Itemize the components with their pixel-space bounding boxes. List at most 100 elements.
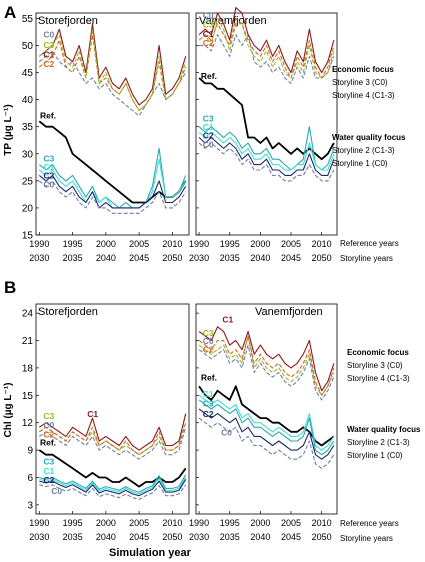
axes-frame: [195, 303, 338, 515]
series-label-c0: C0: [203, 336, 214, 346]
x-tick-label-ref: 2005: [281, 239, 301, 249]
x-tick-label-storyline: 2045: [281, 532, 301, 542]
x-tick-label-storyline: 2045: [129, 253, 149, 263]
series-line-c3: [198, 17, 335, 79]
series-label-ref: Ref.: [40, 438, 56, 448]
series-line-c2b: [39, 479, 187, 497]
x-tick-label-storyline: 2030: [29, 532, 49, 542]
series-label-c3b: C3: [43, 153, 54, 163]
panel-b-economic-item-2: Storyline 4 (C1-3): [347, 374, 410, 383]
series-line-c1: [38, 23, 187, 106]
series-line-ref: [198, 385, 335, 447]
x-tick-label-ref: 1990: [29, 239, 49, 249]
series-line-c2: [198, 17, 335, 79]
x-tick-label-storyline: 2035: [63, 532, 83, 542]
x-tick-label-storyline: 2045: [129, 532, 149, 542]
panel-a-subplot-1: 1990 2030 1995 2035 2000 2040 2005 2045 2010 2050…: [189, 7, 338, 263]
x-tick-label-storyline: 2030: [29, 253, 49, 263]
series-line-c3: [198, 335, 335, 396]
panel-a-water-item-2: Storyline 1 (C0): [332, 159, 388, 168]
series-line-c3b: [198, 126, 335, 171]
y-tick-label: 24: [22, 309, 34, 320]
y-tick-label: 18: [22, 363, 34, 374]
panel-b-ref-years-label: Reference years: [340, 519, 399, 528]
panel-a-letter: A: [4, 3, 16, 22]
y-tick-label: 35: [22, 122, 34, 133]
series-label-c3b: C3: [203, 113, 214, 123]
x-tick-label-storyline: 2035: [63, 253, 83, 263]
series-line-c2: [38, 34, 187, 112]
x-tick-label-ref: 2010: [162, 518, 182, 528]
series-label-c1: C1: [203, 29, 214, 39]
x-tick-label-ref: 1990: [29, 518, 49, 528]
x-tick-label-storyline: 2050: [162, 253, 182, 263]
series-label-c0: C0: [43, 420, 54, 430]
x-tick-label-ref: 2000: [250, 239, 270, 249]
x-axis-label: Simulation year: [109, 547, 192, 559]
x-tick-label-storyline: 2040: [250, 532, 270, 542]
x-tick-label-ref: 2000: [96, 239, 116, 249]
series-line-c3b: [198, 399, 335, 456]
x-tick-label-ref: 1990: [189, 518, 209, 528]
series-line-c1: [198, 326, 335, 392]
panel-a-water-title: Water quality focus: [332, 133, 406, 142]
series-line-c3: [38, 413, 187, 456]
axes-frame: [35, 12, 190, 236]
x-tick-label-ref: 2010: [312, 518, 332, 528]
series-label-c3b: C3: [203, 398, 214, 408]
series-line-c0: [38, 50, 187, 117]
panel-a-ylabel: TP (µg L⁻¹): [3, 104, 14, 155]
series-label-c1: C1: [222, 314, 233, 324]
series-label-c0: C0: [203, 10, 214, 20]
x-tick-label-ref: 1995: [220, 518, 240, 528]
series-line-c0: [38, 427, 187, 460]
panel-a-subplot-0: 15 20 25 30 35 40 45 50 55 1990 2030 1995 2035 2000 20…: [22, 12, 190, 263]
series-label-c2b: C2: [43, 171, 54, 181]
axes-frame: [195, 12, 338, 236]
series-line-ref: [198, 77, 335, 161]
y-tick-label: 30: [22, 149, 34, 160]
panel-b-economic-title: Economic focus: [347, 348, 409, 357]
panel-a-economic-item-2: Storyline 4 (C1-3): [332, 91, 395, 100]
panel-b-left-title: Storefjorden: [38, 306, 98, 318]
y-tick-label: 55: [22, 14, 34, 25]
series-label-c3: C3: [203, 20, 214, 30]
panel-b-subplot-0: 3 6 9 12 15 18 21 24 1990 2030 1995 2035 2000 2040 200…: [22, 303, 190, 542]
x-tick-label-ref: 2010: [162, 239, 182, 249]
series-label-c3b: C3: [43, 457, 54, 467]
y-tick-label: 21: [22, 336, 34, 347]
y-tick-label: 25: [22, 176, 34, 187]
series-label-ref: Ref.: [201, 71, 217, 81]
x-tick-label-storyline: 2030: [189, 532, 209, 542]
x-tick-label-storyline: 2040: [96, 253, 116, 263]
y-tick-label: 20: [22, 203, 34, 214]
x-tick-label-ref: 1990: [189, 239, 209, 249]
x-tick-label-storyline: 2035: [220, 253, 240, 263]
x-tick-label-ref: 1995: [63, 518, 83, 528]
series-line-c1b: [39, 477, 187, 495]
panel-b-water-title: Water quality focus: [347, 425, 421, 434]
x-tick-label-ref: 1995: [220, 239, 240, 249]
x-tick-label-storyline: 2050: [312, 532, 332, 542]
x-tick-label-storyline: 2050: [162, 532, 182, 542]
y-tick-label: 40: [22, 95, 34, 106]
series-line-c1: [38, 413, 187, 451]
series-line-c2: [198, 335, 335, 396]
series-line-ref: [38, 120, 187, 204]
series-label-c1b: C1: [43, 162, 54, 172]
panel-a-economic-item-1: Storyline 3 (C0): [332, 78, 388, 87]
series-label-c1: C1: [43, 49, 54, 59]
y-tick-label: 15: [22, 231, 34, 242]
panel-b-storyline-years-label: Storyline years: [340, 534, 393, 543]
panel-b-water-item-2: Storyline 1 (C0): [347, 451, 403, 460]
panel-b-water-item-1: Storyline 2 (C1-3): [347, 438, 410, 447]
series-line-ref: [38, 449, 187, 488]
series-line-c3b: [39, 474, 187, 493]
series-label-ref: Ref.: [201, 373, 217, 383]
x-tick-label-storyline: 2035: [220, 532, 240, 542]
x-tick-label-ref: 2005: [129, 518, 149, 528]
series-label-c1b: C1: [43, 466, 54, 476]
series-label-c0: C0: [43, 29, 54, 39]
x-tick-label-ref: 2005: [281, 518, 301, 528]
